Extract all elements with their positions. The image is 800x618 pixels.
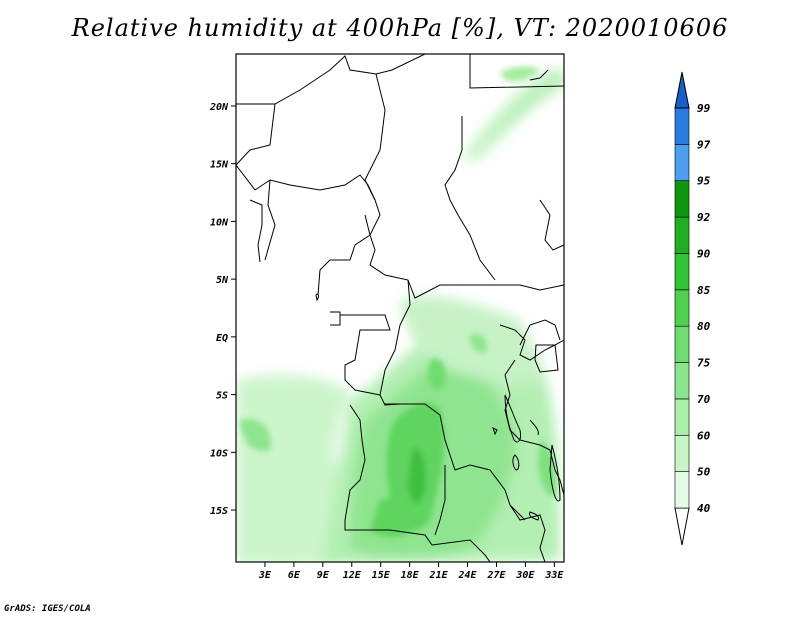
colorbar: 40 50 60 70 75 80 85 90 92 95 97 99 <box>674 71 711 546</box>
colorbar-label: 75 <box>697 357 711 370</box>
lon-tick-label: 6E <box>288 570 301 581</box>
colorbar-segment <box>674 471 690 509</box>
lakes <box>315 293 561 521</box>
humidity-field <box>236 66 564 562</box>
colorbar-segment <box>674 325 690 363</box>
colorbar-label: 95 <box>697 175 711 188</box>
colorbar-max-triangle <box>674 71 690 109</box>
map-title: Relative humidity at 400hPa [%], VT: 202… <box>71 14 729 42</box>
lon-tick-label: 3E <box>258 570 272 581</box>
lon-tick-label: 33E <box>544 570 564 581</box>
colorbar-segment <box>674 107 690 145</box>
lon-tick-label: 15E <box>372 570 391 581</box>
lon-tick-label: 24E <box>457 570 477 581</box>
lat-tick-label: 20N <box>209 102 229 113</box>
lon-tick-label: 21E <box>429 570 449 581</box>
colorbar-label: 92 <box>697 211 711 224</box>
colorbar-segment <box>674 398 690 436</box>
lat-tick-label: EQ <box>216 333 228 344</box>
colorbar-label: 50 <box>697 466 711 479</box>
colorbar-segment <box>674 362 690 400</box>
colorbar-segment <box>674 434 690 472</box>
colorbar-label: 97 <box>697 138 711 151</box>
colorbar-label: 99 <box>697 102 711 115</box>
colorbar-segment <box>674 289 690 327</box>
colorbar-segment <box>674 253 690 291</box>
colorbar-label: 40 <box>697 502 711 515</box>
colorbar-segment <box>674 216 690 254</box>
colorbar-label: 70 <box>697 393 711 406</box>
lon-tick-label: 18E <box>401 570 420 581</box>
colorbar-label: 85 <box>697 284 711 297</box>
map-frame <box>235 53 565 563</box>
map-figure: 20N 15N 10N 5N EQ 5S 10S 15S 3E 6E 9E 12E 15E 18E 21E… <box>209 53 711 581</box>
lat-tick-label: 5N <box>216 275 229 286</box>
colorbar-min-triangle <box>674 507 690 546</box>
lat-tick-label: 15N <box>210 160 229 171</box>
colorbar-segment <box>674 144 690 182</box>
colorbar-label: 60 <box>697 429 711 442</box>
software-credit: GrADS: IGES/COLA <box>4 604 91 614</box>
colorbar-label: 90 <box>697 247 711 260</box>
lat-tick-label: 10N <box>210 217 229 228</box>
lat-tick-label: 10S <box>210 448 228 459</box>
latitude-axis: 20N 15N 10N 5N EQ 5S 10S 15S <box>209 102 236 517</box>
lon-tick-label: 9E <box>317 570 330 581</box>
lat-tick-label: 15S <box>210 506 228 517</box>
colorbar-label: 80 <box>697 320 711 333</box>
country-boundaries <box>236 54 564 562</box>
lat-tick-label: 5S <box>216 391 228 402</box>
lon-tick-label: 27E <box>486 570 506 581</box>
lon-tick-label: 30E <box>515 570 535 581</box>
lon-tick-label: 12E <box>343 570 362 581</box>
longitude-axis: 3E 6E 9E 12E 15E 18E 21E 24E 27E 30E 33E <box>258 562 564 581</box>
colorbar-segment <box>674 180 690 218</box>
